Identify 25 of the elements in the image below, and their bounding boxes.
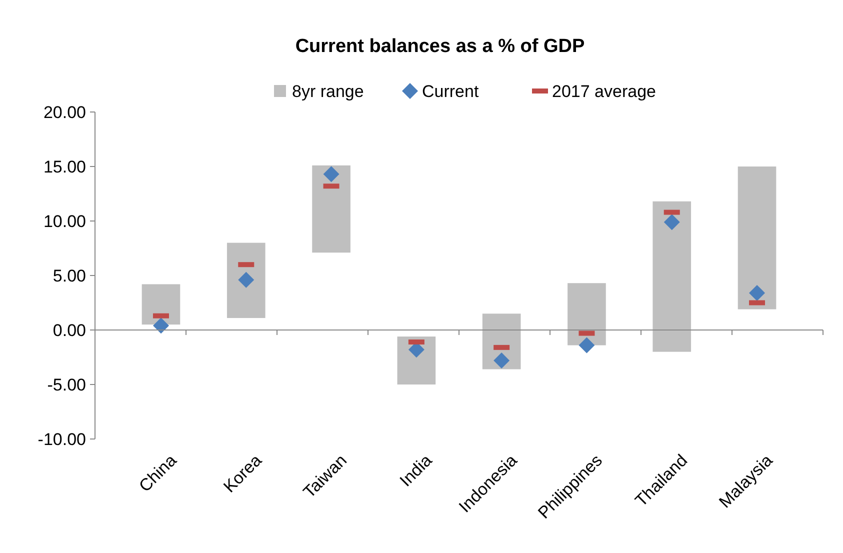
point	[749, 284, 766, 301]
bar	[312, 165, 350, 253]
y-tick-label: -5.00	[47, 375, 86, 394]
point	[664, 214, 680, 230]
bar	[482, 314, 521, 370]
y-tick-label: -10.00	[38, 430, 86, 449]
y-tick-label: 20.00	[43, 102, 86, 122]
point	[494, 352, 510, 369]
y-tick-label: 10.00	[43, 212, 86, 231]
point	[238, 272, 254, 288]
bar	[652, 201, 692, 352]
bar	[142, 284, 180, 325]
bar	[568, 283, 606, 346]
bar	[738, 166, 776, 310]
legend-label: 8yr range	[292, 82, 364, 101]
y-tick-label: 0.00	[52, 320, 86, 340]
point	[578, 337, 595, 354]
y-tick-label: 15.00	[43, 157, 86, 176]
point	[152, 318, 169, 334]
legend-label: 2017 average	[552, 82, 656, 101]
chart-title: Current balances as a % of GDP	[295, 36, 585, 57]
legend-label: Current	[422, 82, 479, 101]
bar	[226, 242, 266, 318]
y-tick-label: 5.00	[52, 266, 86, 286]
point	[323, 166, 340, 182]
